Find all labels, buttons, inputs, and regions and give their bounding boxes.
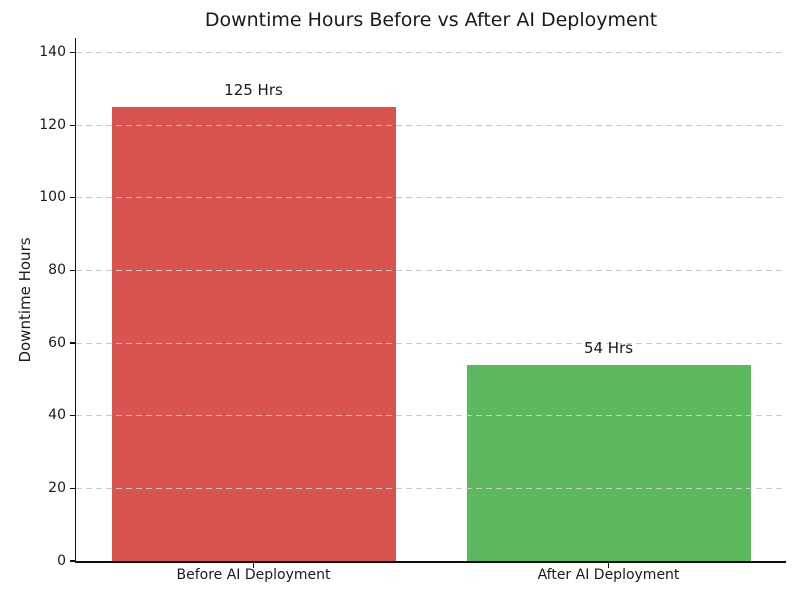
y-tick-label-100: 100 bbox=[39, 189, 66, 206]
y-tick-mark-140 bbox=[70, 51, 76, 54]
x-tick-label-2: After AI Deployment bbox=[537, 567, 680, 583]
gridline-y-20 bbox=[76, 487, 786, 489]
x-axis-spine bbox=[74, 561, 786, 563]
y-tick-label-0: 0 bbox=[57, 552, 66, 569]
y-tick-mark-60 bbox=[70, 342, 76, 344]
y-tick-mark-20 bbox=[70, 487, 76, 489]
y-tick-mark-100 bbox=[70, 197, 76, 199]
x-tick-mark-1 bbox=[252, 562, 255, 568]
gridline-y-120 bbox=[76, 124, 786, 126]
bar-2 bbox=[466, 364, 751, 561]
y-axis-spine bbox=[74, 38, 76, 561]
gridline-y-60 bbox=[76, 342, 786, 344]
y-tick-label-80: 80 bbox=[48, 261, 66, 278]
gridline-y-40 bbox=[76, 415, 786, 417]
y-tick-mark-80 bbox=[70, 269, 76, 272]
gridline-y-100 bbox=[76, 197, 786, 199]
gridline-y-80 bbox=[76, 269, 786, 271]
y-tick-mark-0 bbox=[70, 560, 76, 562]
y-tick-label-60: 60 bbox=[48, 334, 66, 351]
y-tick-mark-120 bbox=[70, 124, 76, 126]
x-tick-mark-2 bbox=[607, 562, 610, 568]
y-tick-label-40: 40 bbox=[48, 407, 66, 424]
y-tick-label-120: 120 bbox=[39, 116, 66, 133]
y-tick-label-140: 140 bbox=[39, 44, 66, 61]
bar-value-label-2: 54 Hrs bbox=[583, 338, 634, 357]
y-tick-mark-40 bbox=[70, 415, 76, 417]
chart-title: Downtime Hours Before vs After AI Deploy… bbox=[204, 9, 658, 31]
x-tick-label-1: Before AI Deployment bbox=[176, 567, 331, 583]
gridline-y-140 bbox=[76, 52, 786, 54]
bar-1 bbox=[111, 107, 396, 561]
bar-value-label-1: 125 Hrs bbox=[224, 81, 283, 99]
plot-area: 0 20 40 60 80 100 120 140 125 Hrs Before AI Deplo… bbox=[39, 38, 786, 583]
y-tick-label-20: 20 bbox=[48, 479, 66, 496]
